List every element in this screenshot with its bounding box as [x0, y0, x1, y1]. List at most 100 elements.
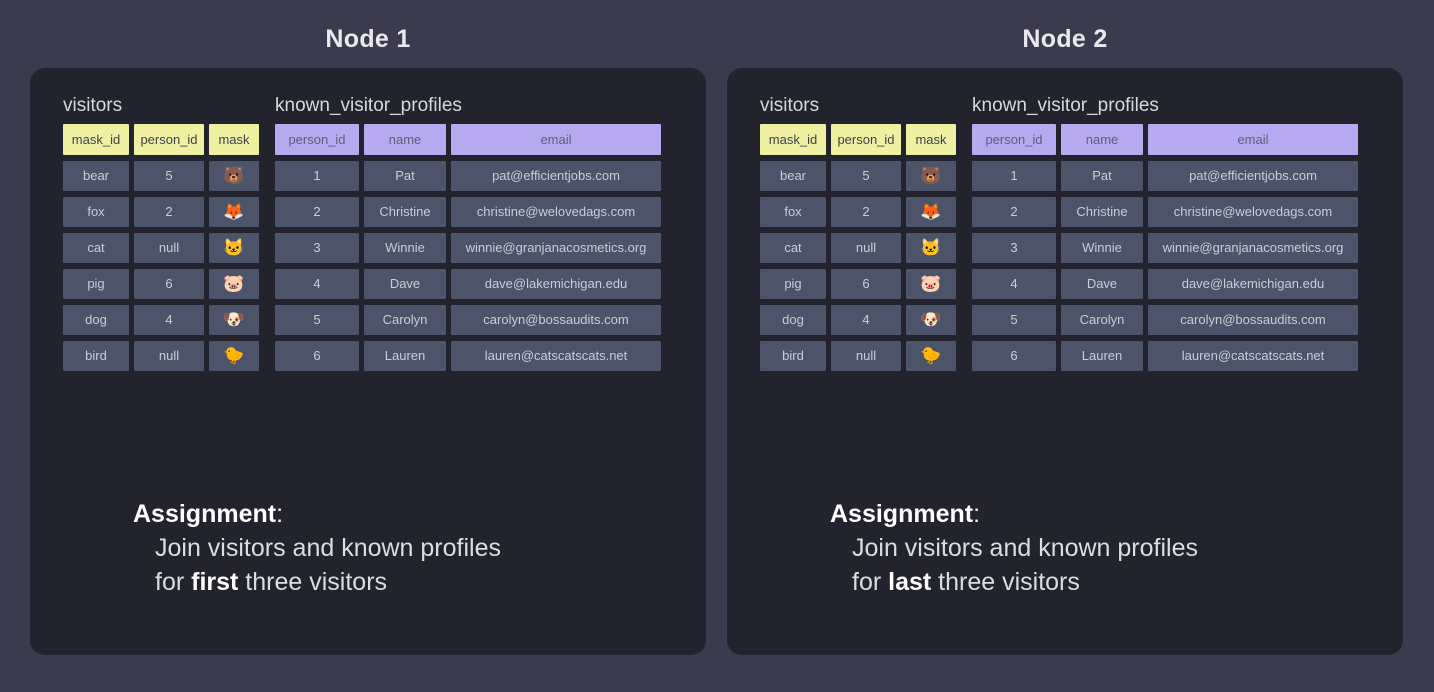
person-id-cell: 4 [134, 305, 204, 335]
person-id-cell: 3 [972, 233, 1056, 263]
bird-emoji-icon: 🐤 [906, 341, 956, 371]
column-header-person-id: person_id [831, 124, 901, 155]
table-row: 6 Lauren lauren@catscatscats.net [972, 341, 1358, 371]
table-row: 1 Pat pat@efficientjobs.com [972, 161, 1358, 191]
bear-emoji-icon: 🐻 [906, 161, 956, 191]
person-id-cell: 3 [275, 233, 359, 263]
dog-emoji-icon: 🐶 [906, 305, 956, 335]
node-2-section: Node 2 visitors mask_id person_id mask b… [727, 0, 1403, 655]
person-id-cell: 4 [972, 269, 1056, 299]
profiles-table-title: known_visitor_profiles [275, 95, 462, 116]
visitors-table-body: bear 5 🐻 fox 2 🦊 cat null 🐱 pig 6 🐷 dog 4 🐶 bird null 🐤 [760, 161, 956, 371]
name-cell: Carolyn [1061, 305, 1143, 335]
assignment-line-2-prefix: for [155, 568, 192, 596]
name-cell: Lauren [1061, 341, 1143, 371]
fox-emoji-icon: 🦊 [906, 197, 956, 227]
node-1-title: Node 1 [325, 25, 411, 53]
column-header-mask-id: mask_id [760, 124, 826, 155]
mask-id-cell: fox [63, 197, 129, 227]
column-header-person-id: person_id [972, 124, 1056, 155]
person-id-cell: null [134, 341, 204, 371]
visitors-table: visitors mask_id person_id mask bear 5 🐻 fo… [63, 94, 259, 377]
column-header-mask-id: mask_id [63, 124, 129, 155]
tables-row: visitors mask_id person_id mask bear 5 🐻 fo… [760, 94, 1403, 377]
name-cell: Christine [364, 197, 446, 227]
person-id-cell: 6 [972, 341, 1056, 371]
name-cell: Lauren [364, 341, 446, 371]
visitors-table-title: visitors [760, 95, 820, 116]
person-id-cell: 5 [972, 305, 1056, 335]
person-id-cell: 5 [134, 161, 204, 191]
name-cell: Winnie [1061, 233, 1143, 263]
mask-id-cell: dog [760, 305, 826, 335]
mask-id-cell: cat [760, 233, 826, 263]
person-id-cell: null [134, 233, 204, 263]
email-cell: christine@welovedags.com [1148, 197, 1358, 227]
table-row: pig 6 🐷 [63, 269, 259, 299]
person-id-cell: null [831, 341, 901, 371]
assignment-line-2: for first three visitors [155, 565, 706, 599]
name-cell: Pat [364, 161, 446, 191]
assignment-line-1: Join visitors and known profiles [852, 534, 1198, 562]
email-cell: christine@welovedags.com [451, 197, 661, 227]
mask-id-cell: bear [63, 161, 129, 191]
node-2-panel: visitors mask_id person_id mask bear 5 🐻 fo… [727, 68, 1403, 655]
pig-emoji-icon: 🐷 [209, 269, 259, 299]
email-cell: dave@lakemichigan.edu [451, 269, 661, 299]
email-cell: dave@lakemichigan.edu [1148, 269, 1358, 299]
visitors-table-title: visitors [63, 95, 123, 116]
mask-id-cell: pig [760, 269, 826, 299]
person-id-cell: 5 [275, 305, 359, 335]
table-row: 2 Christine christine@welovedags.com [275, 197, 661, 227]
visitors-table: visitors mask_id person_id mask bear 5 🐻 fo… [760, 94, 956, 377]
cat-emoji-icon: 🐱 [209, 233, 259, 263]
table-row: dog 4 🐶 [63, 305, 259, 335]
column-header-mask: mask [209, 124, 259, 155]
table-row: 3 Winnie winnie@granjanacosmetics.org [972, 233, 1358, 263]
assignment-line-2: for last three visitors [852, 565, 1403, 599]
table-row: bear 5 🐻 [63, 161, 259, 191]
name-cell: Christine [1061, 197, 1143, 227]
table-row: fox 2 🦊 [760, 197, 956, 227]
person-id-cell: 1 [972, 161, 1056, 191]
mask-id-cell: fox [760, 197, 826, 227]
column-header-email: email [1148, 124, 1358, 155]
assignment-text: Assignment: Join visitors and known prof… [133, 497, 706, 599]
assignment-keyword: last [888, 568, 932, 596]
person-id-cell: 2 [134, 197, 204, 227]
visitors-header-row: mask_id person_id mask [760, 124, 956, 155]
assignment-heading: Assignment: [133, 497, 706, 531]
name-cell: Pat [1061, 161, 1143, 191]
column-header-mask: mask [906, 124, 956, 155]
table-row: 6 Lauren lauren@catscatscats.net [275, 341, 661, 371]
name-cell: Winnie [364, 233, 446, 263]
bear-emoji-icon: 🐻 [209, 161, 259, 191]
profiles-table-body: 1 Pat pat@efficientjobs.com 2 Christine chris… [972, 161, 1358, 371]
email-cell: lauren@catscatscats.net [1148, 341, 1358, 371]
table-row: 4 Dave dave@lakemichigan.edu [275, 269, 661, 299]
visitors-header-row: mask_id person_id mask [63, 124, 259, 155]
table-row: dog 4 🐶 [760, 305, 956, 335]
person-id-cell: 2 [831, 197, 901, 227]
node-1-section: Node 1 visitors mask_id person_id mask b… [30, 0, 706, 655]
node-2-title: Node 2 [1022, 25, 1108, 53]
assignment-line-1: Join visitors and known profiles [155, 534, 501, 562]
assignment-text: Assignment: Join visitors and known prof… [830, 497, 1403, 599]
known-visitor-profiles-table: known_visitor_profiles person_id name em… [275, 94, 661, 377]
column-header-person-id: person_id [275, 124, 359, 155]
assignment-line-2-suffix: three visitors [931, 568, 1080, 596]
table-row: cat null 🐱 [760, 233, 956, 263]
email-cell: lauren@catscatscats.net [451, 341, 661, 371]
mask-id-cell: pig [63, 269, 129, 299]
person-id-cell: 4 [275, 269, 359, 299]
node-1-panel: visitors mask_id person_id mask bear 5 🐻 fo… [30, 68, 706, 655]
pig-emoji-icon: 🐷 [906, 269, 956, 299]
column-header-person-id: person_id [134, 124, 204, 155]
bird-emoji-icon: 🐤 [209, 341, 259, 371]
mask-id-cell: bird [760, 341, 826, 371]
mask-id-cell: dog [63, 305, 129, 335]
email-cell: pat@efficientjobs.com [1148, 161, 1358, 191]
table-row: pig 6 🐷 [760, 269, 956, 299]
table-row: 2 Christine christine@welovedags.com [972, 197, 1358, 227]
person-id-cell: null [831, 233, 901, 263]
